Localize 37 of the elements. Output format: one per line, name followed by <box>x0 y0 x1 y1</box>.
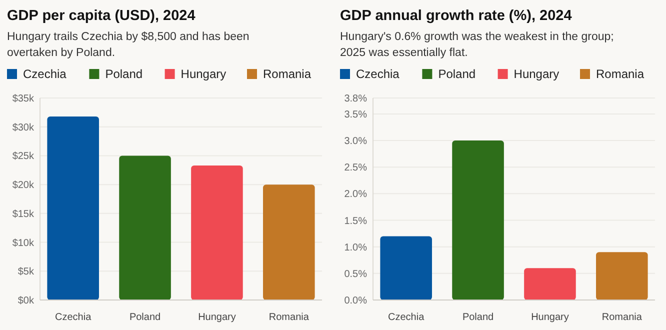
x-tick-label: Hungary <box>531 312 569 323</box>
y-tick-label: 3.0% <box>344 136 368 148</box>
x-tick-label: Czechia <box>388 312 425 323</box>
legend-label: Czechia <box>356 67 400 81</box>
y-tick-label: 3.5% <box>344 109 368 120</box>
legend-label: Romania <box>263 67 312 81</box>
y-tick-label: $15k <box>12 208 35 220</box>
x-tick-label: Poland <box>129 312 161 323</box>
y-tick-label: 2.5% <box>344 162 368 174</box>
y-tick-label: 2.0% <box>344 189 368 200</box>
y-tick-label: $10k <box>12 238 35 249</box>
chart-subtitle: Hungary trails Czechia by $8,500 and has been overtaken by Poland. <box>7 31 250 59</box>
legend-label: Poland <box>105 67 143 81</box>
legend-label: Romania <box>596 67 644 81</box>
legend-label: Hungary <box>180 67 226 81</box>
y-tick-label: 3.8% <box>344 94 368 104</box>
y-tick-label: $0k <box>18 296 35 306</box>
y-tick-label: $25k <box>12 151 35 162</box>
x-tick-label: Romania <box>602 312 642 323</box>
x-tick-label: Poland <box>462 312 494 323</box>
x-tick-label: Hungary <box>198 312 236 323</box>
y-tick-label: $35k <box>12 94 35 104</box>
y-tick-label: $20k <box>12 180 35 192</box>
chart-title: GDP per capita (USD), 2024 <box>7 8 196 24</box>
chart-subtitle: Hungary's 0.6% growth was the weakest in the group; 2025 was essentially flat. <box>340 31 614 59</box>
y-tick-label: $5k <box>18 266 35 278</box>
x-tick-label: Romania <box>268 312 310 323</box>
y-tick-label: 1.0% <box>344 242 368 254</box>
y-tick-label: $30k <box>12 122 35 134</box>
y-tick-label: 0.5% <box>344 268 368 280</box>
y-tick-label: 1.5% <box>344 216 368 227</box>
x-tick-label: Czechia <box>55 312 92 323</box>
y-tick-label: 0.0% <box>344 296 368 306</box>
legend-label: Czechia <box>23 67 67 81</box>
legend-label: Poland <box>438 67 476 81</box>
legend-label: Hungary <box>514 67 560 81</box>
chart-title: GDP annual growth rate (%), 2024 <box>340 8 572 24</box>
